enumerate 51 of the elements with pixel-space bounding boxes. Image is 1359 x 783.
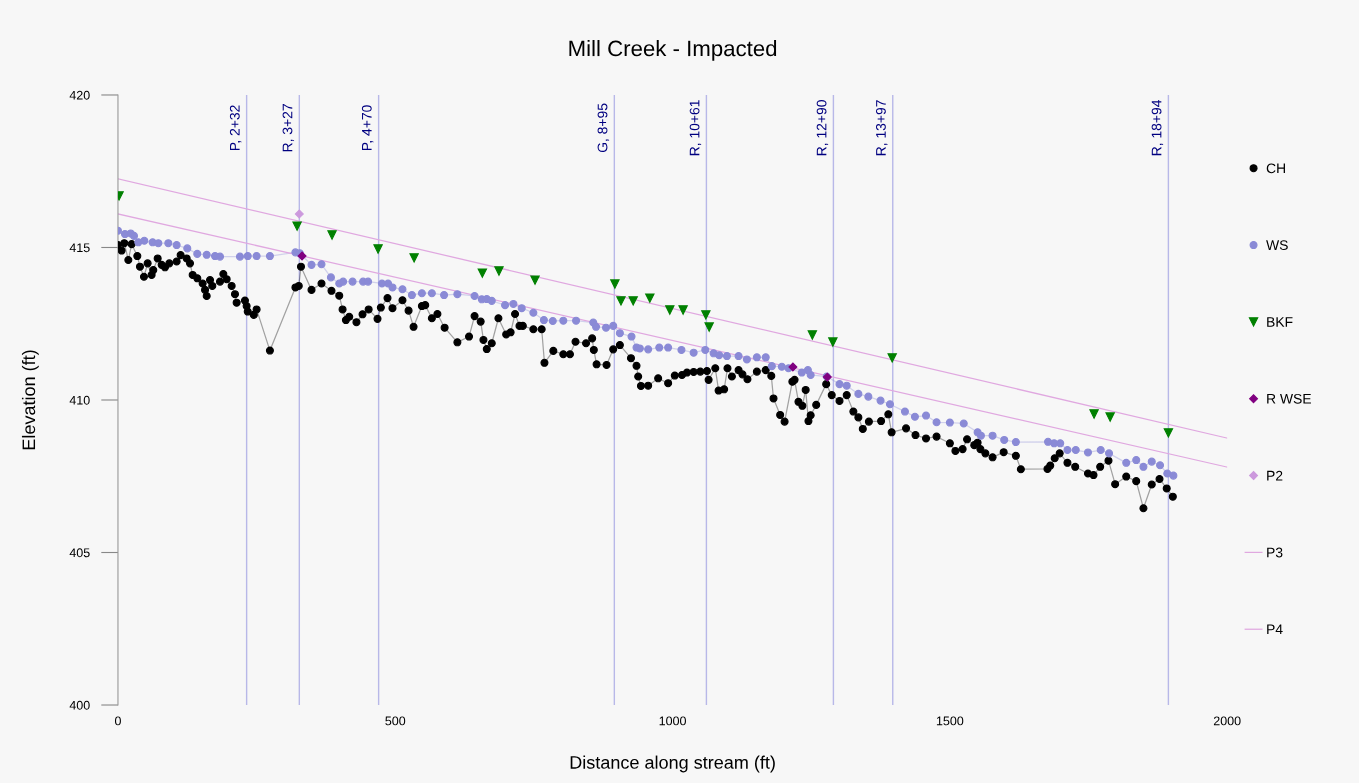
point [887,353,897,363]
legend-label: WS [1266,240,1288,251]
ref-line-label: R, 10+61 [689,100,702,156]
point [628,296,638,306]
y-tick-label: 410 [69,395,90,405]
y-tick-label: 420 [69,90,90,100]
x-tick-label: 1000 [659,716,686,726]
chart-title: Mill Creek - Impacted [569,39,777,61]
ref-line-label: G, 8+95 [597,103,610,153]
x-tick-label: 1500 [936,716,964,726]
point [1089,409,1099,419]
x-axis-title: Distance along stream (ft) [570,755,775,773]
legend-label: CH [1266,163,1285,174]
x-tick-label: 2000 [1213,716,1241,726]
legend-label: R WSE [1267,393,1311,404]
legend-label: P3 [1267,547,1283,558]
x-tick-label: 500 [385,716,406,726]
point [645,293,655,303]
legend-label: P2 [1267,470,1283,481]
ref-line-label: R, 12+90 [816,100,829,156]
point [1105,412,1115,422]
point [665,305,675,315]
point [373,244,383,254]
x-tick-label: 0 [114,716,121,726]
y-tick-label: 400 [69,700,90,710]
point [807,330,818,340]
point [704,322,714,332]
ref-line-label: R, 13+97 [876,100,888,156]
point [494,266,504,276]
point [327,230,337,240]
point [610,279,620,289]
point [788,362,798,372]
ref-line-label: P, 4+70 [361,105,374,151]
y-axis-title: Elevation (ft) [21,350,39,450]
y-tick-label: 405 [69,548,90,558]
legend-label: P4 [1267,624,1283,635]
point [292,221,302,231]
point [530,275,540,285]
legend-label: BKF [1267,317,1293,327]
point [678,305,688,315]
point [701,310,711,320]
ref-line-label: R, 18+94 [1151,99,1164,156]
point [616,296,626,306]
ref-line-label: R, 3+27 [282,104,295,152]
point [1163,428,1174,438]
ref-line-label: P, 2+32 [229,105,242,151]
point [477,268,488,278]
point [409,253,419,263]
y-tick-label: 415 [69,243,90,253]
point [828,337,838,347]
point [294,209,304,219]
